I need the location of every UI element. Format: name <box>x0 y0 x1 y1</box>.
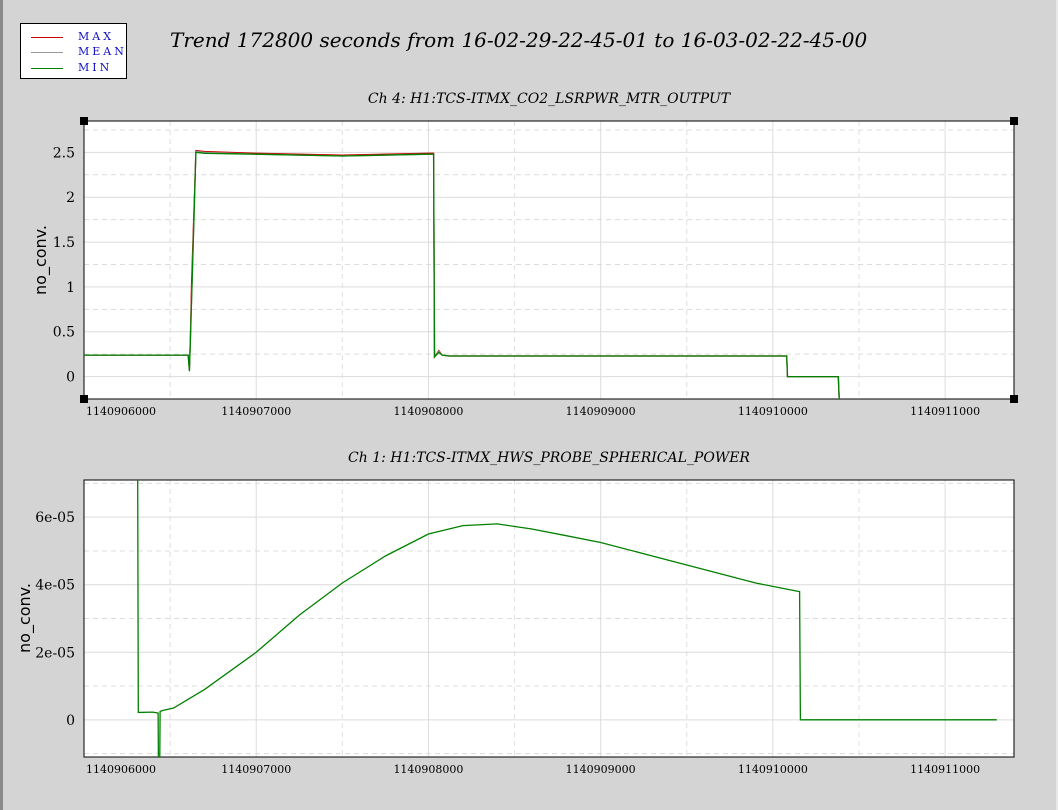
y-tick-label: 0 <box>66 370 75 386</box>
y-tick-label: 4e-05 <box>35 578 75 594</box>
legend-swatch-max <box>31 37 63 38</box>
x-tick-label: 1140906000 <box>86 405 156 418</box>
x-tick-label: 1140909000 <box>566 405 636 418</box>
x-tick-label: 1140906000 <box>86 763 156 776</box>
selection-handle[interactable] <box>80 395 88 403</box>
legend-swatch-min <box>31 68 63 69</box>
y-tick-label: 2e-05 <box>35 645 75 661</box>
x-tick-label: 1140911000 <box>910 763 980 776</box>
selection-handle[interactable] <box>1010 395 1018 403</box>
x-tick-label: 1140911000 <box>910 405 980 418</box>
plot-border <box>83 120 1015 400</box>
y-axis-label: no_conv. <box>15 583 35 653</box>
legend-label-mean: MEAN <box>78 45 127 58</box>
y-tick-label: 1.5 <box>53 235 75 251</box>
y-tick-label: 2 <box>66 190 75 206</box>
plot-area <box>84 121 1014 399</box>
series-line-min <box>137 480 997 757</box>
plot-border <box>83 479 1015 758</box>
legend-box: MAX MEAN MIN <box>20 23 127 79</box>
legend-label-max: MAX <box>78 30 115 43</box>
window-right-edge <box>1056 0 1058 810</box>
selection-handle[interactable] <box>80 117 88 125</box>
y-axis-label: no_conv. <box>31 225 51 295</box>
selection-handle[interactable] <box>1010 117 1018 125</box>
x-tick-label: 1140908000 <box>393 405 463 418</box>
legend-swatch-mean <box>31 52 63 53</box>
x-tick-label: 1140907000 <box>221 763 291 776</box>
legend-item-max: MAX <box>21 30 128 44</box>
chart-panel-1: Ch 4: H1:TCS-ITMX_CO2_LSRPWR_MTR_OUTPUTn… <box>31 91 1018 418</box>
x-tick-label: 1140910000 <box>738 763 808 776</box>
series-line-min <box>84 151 840 399</box>
x-tick-label: 1140907000 <box>221 405 291 418</box>
trend-title: Trend 172800 seconds from 16-02-29-22-45… <box>170 28 868 52</box>
window-left-edge <box>0 0 3 810</box>
chart-panel-2: Ch 1: H1:TCS-ITMX_HWS_PROBE_SPHERICAL_PO… <box>15 450 1015 776</box>
chart-title: Ch 4: H1:TCS-ITMX_CO2_LSRPWR_MTR_OUTPUT <box>368 91 732 107</box>
legend-item-min: MIN <box>21 61 128 75</box>
x-tick-label: 1140909000 <box>566 763 636 776</box>
x-tick-label: 1140910000 <box>738 405 808 418</box>
y-tick-label: 1 <box>66 280 75 296</box>
y-tick-label: 2.5 <box>53 145 75 161</box>
y-tick-label: 0.5 <box>53 325 75 341</box>
y-tick-label: 0 <box>66 713 75 729</box>
legend-label-min: MIN <box>78 61 113 74</box>
y-tick-label: 6e-05 <box>35 510 75 526</box>
chart-title: Ch 1: H1:TCS-ITMX_HWS_PROBE_SPHERICAL_PO… <box>348 450 750 466</box>
legend-item-mean: MEAN <box>21 45 128 59</box>
x-tick-label: 1140908000 <box>393 763 463 776</box>
